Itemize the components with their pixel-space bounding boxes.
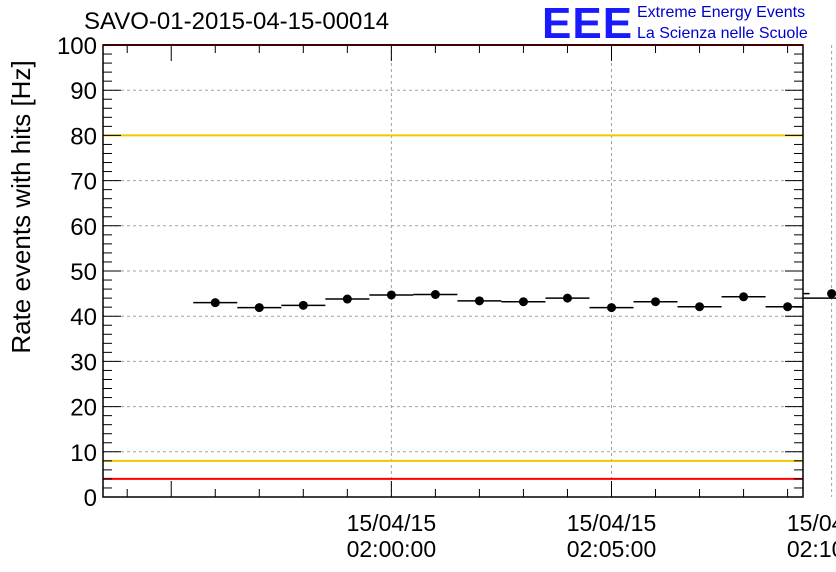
y-axis-label: Rate events with hits [Hz] — [6, 60, 36, 353]
logo-line-1: Extreme Energy Events — [637, 4, 806, 21]
data-point — [739, 292, 749, 302]
y-tick-label: 0 — [84, 485, 97, 512]
data-point — [651, 297, 661, 307]
logo-mark: EEE — [542, 0, 634, 48]
x-tick-label-date: 15/04/15 — [567, 510, 657, 536]
grid-lines — [103, 45, 833, 497]
y-tick-label: 20 — [70, 395, 97, 422]
logo-line-2: La Scienza nelle Scuole — [637, 25, 808, 42]
tick-labels: 010203040506070809010015/04/1502:00:0015… — [57, 33, 836, 562]
data-point — [298, 300, 308, 310]
y-tick-label: 40 — [70, 304, 97, 331]
y-tick-label: 90 — [70, 78, 97, 105]
data-point — [518, 297, 528, 307]
data-point — [606, 303, 616, 313]
data-point — [342, 294, 352, 304]
y-tick-label: 50 — [70, 259, 97, 286]
data-point — [827, 289, 836, 299]
y-tick-label: 80 — [70, 123, 97, 150]
data-point — [254, 303, 264, 313]
y-tick-label: 70 — [70, 169, 97, 196]
x-tick-label-time: 02:10:00 — [787, 536, 836, 562]
data-points — [193, 289, 836, 313]
y-tick-label: 100 — [57, 33, 97, 60]
data-point — [695, 302, 705, 312]
data-point — [562, 293, 572, 303]
data-point — [430, 290, 440, 300]
y-tick-label: 60 — [70, 214, 97, 241]
reference-lines — [103, 44, 803, 480]
tick-marks — [103, 44, 803, 498]
data-point — [474, 296, 484, 306]
data-point — [386, 290, 396, 300]
x-tick-label-time: 02:00:00 — [347, 536, 437, 562]
y-tick-label: 10 — [70, 440, 97, 467]
x-tick-label-date: 15/04/15 — [787, 510, 836, 536]
x-tick-label-time: 02:05:00 — [567, 536, 657, 562]
data-point — [783, 302, 793, 312]
x-tick-label-date: 15/04/15 — [347, 510, 437, 536]
chart-title: SAVO-01-2015-04-15-00014 — [84, 8, 390, 35]
y-tick-label: 30 — [70, 349, 97, 376]
data-point — [210, 298, 220, 308]
